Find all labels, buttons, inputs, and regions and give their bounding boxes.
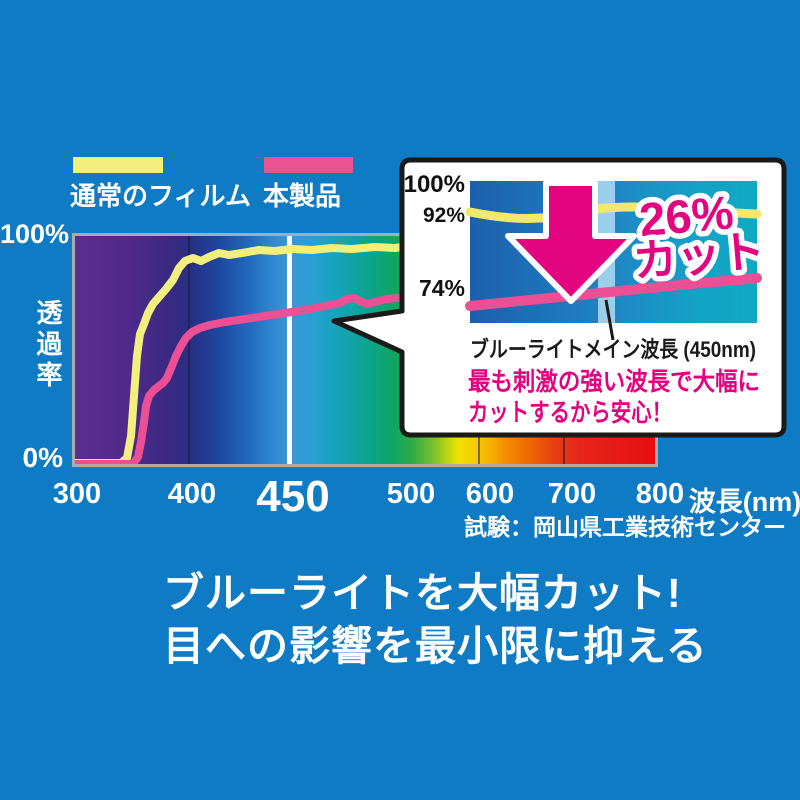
inset-label-74: 74% bbox=[419, 275, 465, 301]
x-tick-450: 450 bbox=[256, 472, 330, 521]
inset-product-line bbox=[465, 273, 762, 311]
gridline-400nm bbox=[188, 236, 190, 464]
tagline: ブルーライトを大幅カット! 目への影響を最小限に抑える bbox=[163, 567, 708, 673]
y-axis-min-label: 0% bbox=[22, 442, 63, 473]
legend-label-normal-film: 通常のフィルム bbox=[70, 181, 251, 211]
x-axis-unit: 波長(nm) bbox=[688, 487, 800, 517]
y-axis-max-label: 100% bbox=[0, 219, 70, 249]
legend-swatch-normal-film bbox=[73, 157, 163, 173]
inset-label-100: 100% bbox=[404, 171, 465, 198]
x-tick-800: 800 bbox=[635, 478, 685, 510]
callout-note-line2: カットするから安心！ bbox=[468, 398, 672, 427]
wavelength-450-marker bbox=[287, 236, 292, 464]
x-tick-500: 500 bbox=[386, 478, 436, 510]
cut-percentage-text: 26% カット bbox=[626, 180, 773, 293]
cut-down-arrow bbox=[505, 180, 637, 304]
callout-note-line1: 最も刺激の強い波長で大幅に bbox=[468, 367, 760, 396]
x-tick-600: 600 bbox=[465, 478, 515, 510]
legend-swatch-product bbox=[264, 157, 353, 173]
legend-label-product: 本製品 bbox=[263, 181, 342, 211]
wavelength-label: ブルーライトメイン波長 (450nm) bbox=[470, 337, 756, 362]
x-tick-400: 400 bbox=[167, 478, 217, 510]
inset-normal-film-line bbox=[465, 202, 762, 223]
y-axis-title: 透過率 bbox=[33, 299, 63, 392]
x-tick-700: 700 bbox=[547, 478, 597, 510]
test-credit: 試験：岡山県工業技術センター bbox=[464, 514, 786, 540]
wavelength-pointer-line bbox=[604, 299, 615, 341]
inset-label-92: 92% bbox=[423, 204, 465, 227]
tagline-line2: 目への影響を最小限に抑える bbox=[163, 623, 708, 669]
tagline-line1: ブルーライトを大幅カット! bbox=[163, 570, 682, 616]
cut-percent-line1: 26% bbox=[637, 185, 735, 246]
x-tick-300: 300 bbox=[52, 478, 102, 510]
